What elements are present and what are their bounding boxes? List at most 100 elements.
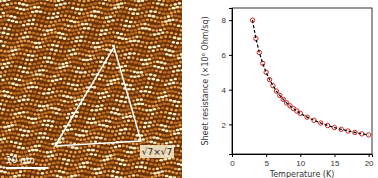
texture-blob [83, 103, 86, 106]
texture-blob [37, 6, 40, 9]
texture-blob [114, 86, 118, 89]
texture-blob [173, 132, 177, 135]
texture-blob [161, 44, 164, 47]
texture-blob [24, 151, 28, 154]
texture-blob [124, 154, 127, 157]
texture-blob [115, 41, 118, 44]
texture-blob [98, 120, 101, 123]
texture-blob [142, 141, 146, 144]
texture-blob [152, 29, 155, 32]
texture-blob [33, 137, 37, 140]
texture-blob [58, 19, 61, 22]
texture-blob [65, 136, 68, 139]
texture-blob [154, 25, 158, 28]
texture-blob [86, 45, 90, 48]
texture-blob [153, 0, 157, 1]
texture-blob [75, 70, 79, 73]
texture-blob [133, 103, 136, 106]
texture-blob [71, 83, 75, 86]
texture-blob [123, 57, 126, 60]
texture-blob [153, 128, 157, 131]
texture-blob [139, 35, 142, 38]
texture-blob [97, 175, 100, 178]
texture-blob [69, 0, 73, 1]
texture-blob [177, 168, 180, 171]
texture-blob [160, 124, 164, 127]
texture-blob [0, 103, 2, 106]
texture-blob [41, 172, 44, 175]
texture-blob [175, 6, 179, 9]
texture-blob [59, 122, 63, 125]
texture-blob [69, 141, 72, 144]
texture-blob [137, 20, 141, 23]
texture-blob [174, 109, 177, 112]
texture-blob [35, 33, 39, 36]
texture-blob [11, 42, 15, 45]
texture-blob [82, 120, 86, 123]
texture-blob [45, 69, 48, 72]
texture-blob [15, 52, 18, 55]
texture-blob [135, 80, 138, 83]
texture-blob [120, 19, 123, 22]
texture-blob [131, 44, 134, 47]
texture-blob [5, 113, 8, 116]
texture-blob [93, 101, 96, 104]
texture-blob [102, 112, 106, 115]
texture-blob [161, 119, 164, 122]
texture-blob [101, 133, 104, 136]
texture-blob [90, 153, 94, 156]
texture-blob [58, 157, 61, 160]
texture-blob [61, 162, 64, 165]
texture-blob [54, 157, 57, 160]
texture-blob [67, 113, 70, 116]
texture-blob [17, 174, 21, 177]
texture-blob [91, 95, 95, 98]
texture-blob [6, 78, 9, 81]
texture-blob [106, 36, 109, 39]
texture-blob [101, 174, 105, 177]
texture-blob [22, 111, 26, 114]
texture-blob [136, 162, 139, 165]
texture-blob [178, 65, 181, 68]
texture-blob [23, 116, 26, 119]
texture-blob [81, 23, 85, 26]
texture-blob [7, 6, 11, 9]
texture-blob [182, 142, 183, 145]
texture-blob [99, 128, 102, 131]
texture-blob [129, 40, 133, 43]
texture-blob [96, 0, 99, 1]
texture-blob [84, 112, 88, 115]
texture-blob [86, 121, 89, 124]
texture-blob [31, 171, 35, 174]
texture-blob [146, 171, 149, 174]
texture-blob [161, 129, 165, 132]
texture-blob [77, 67, 80, 70]
texture-blob [147, 14, 151, 17]
texture-blob [139, 79, 143, 82]
texture-blob [2, 153, 5, 156]
texture-blob [85, 130, 88, 133]
texture-blob [89, 133, 92, 136]
texture-blob [43, 119, 46, 122]
texture-blob [179, 20, 182, 23]
texture-blob [173, 11, 176, 14]
texture-blob [7, 105, 11, 108]
texture-blob [20, 40, 23, 43]
texture-blob [121, 49, 124, 52]
texture-blob [44, 141, 48, 144]
texture-blob [51, 134, 55, 137]
texture-blob [27, 107, 31, 110]
texture-blob [124, 172, 128, 175]
texture-blob [98, 78, 101, 81]
texture-blob [43, 108, 46, 111]
texture-blob [181, 78, 182, 81]
texture-blob [132, 174, 135, 177]
texture-blob [44, 37, 47, 40]
texture-blob [80, 111, 83, 114]
texture-blob [50, 103, 53, 106]
texture-blob [106, 3, 109, 6]
texture-blob [22, 24, 25, 27]
texture-blob [89, 162, 92, 165]
texture-blob [6, 14, 9, 17]
texture-blob [155, 70, 158, 73]
